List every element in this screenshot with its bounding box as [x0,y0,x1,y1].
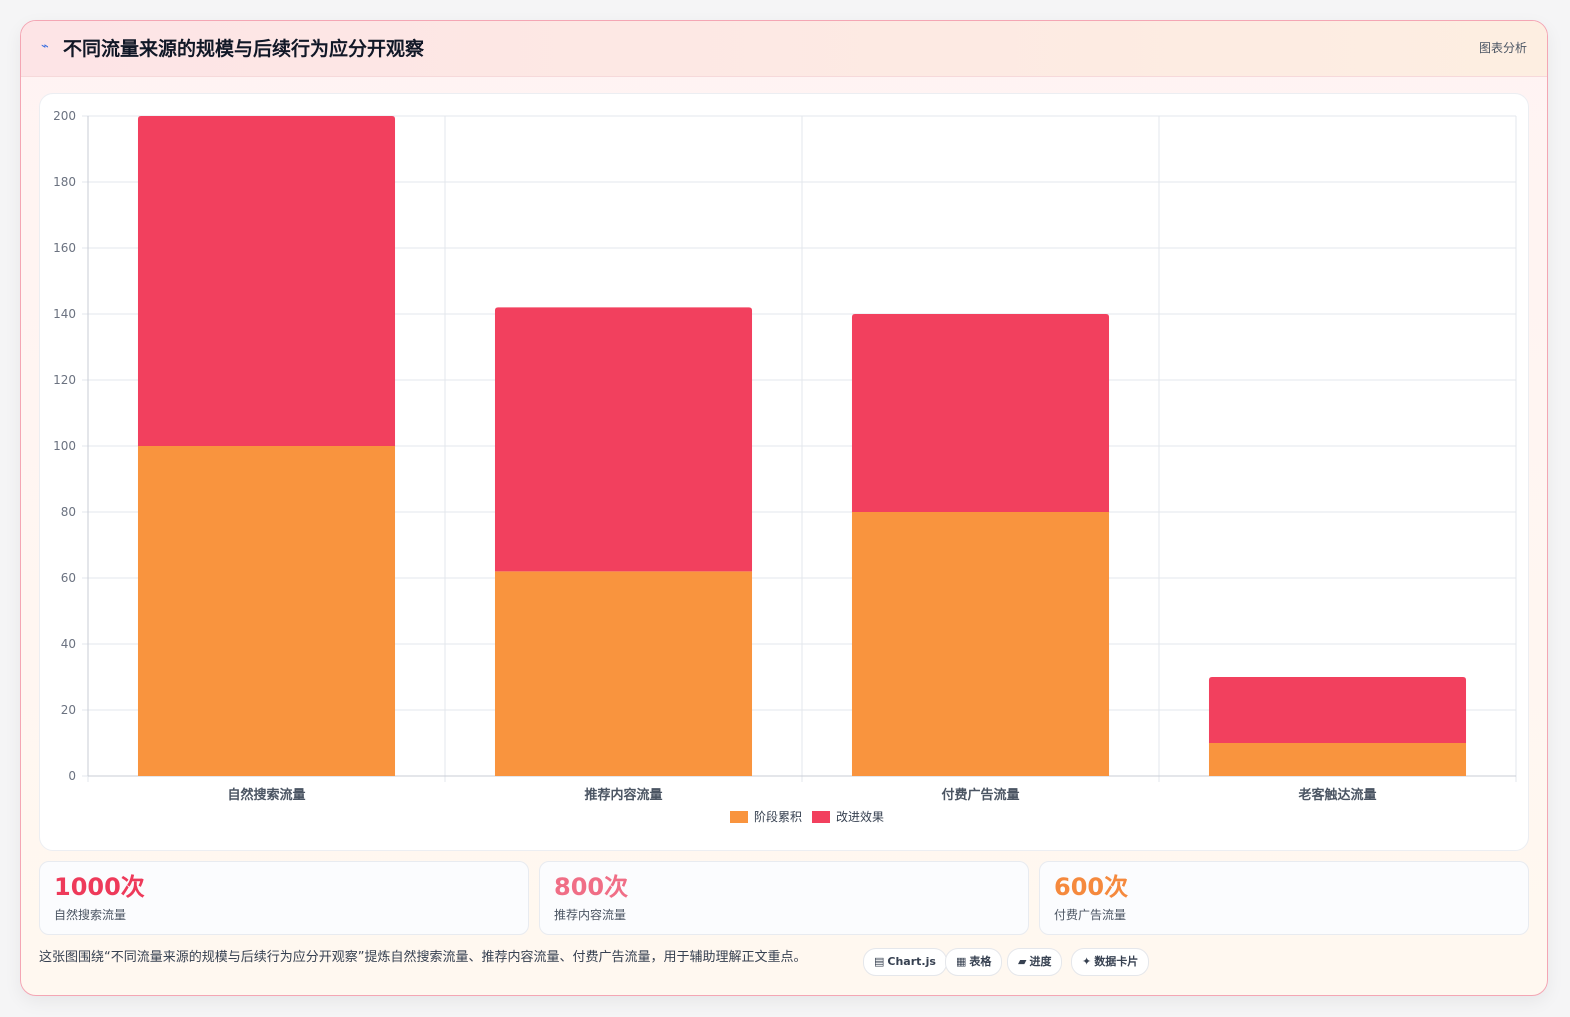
tag-chartjs[interactable]: ▤ Chart.js [863,948,947,976]
bar-segment [494,571,753,776]
y-tick-label: 0 [68,769,76,783]
card-header: ⌁ 不同流量来源的规模与后续行为应分开观察 图表分析 [21,21,1547,77]
stacked-bar-chart: 0 20 40 60 80 100 120 140 160 180 200 自然搜索流量 推荐内容流量 付… [53,109,1517,824]
stat-label: 付费广告流量 [1054,908,1127,922]
chart-description: 这张图围绕“不同流量来源的规模与后续行为应分开观察”提炼自然搜索流量、推荐内容流… [39,950,807,965]
legend-label: 改进效果 [836,809,884,824]
bar-segment [851,512,1110,776]
stat-cards: 1000次 自然搜索流量 800次 推荐内容流量 600次 付费广告流量 [39,861,1529,935]
tag-label: 数据卡片 [1094,955,1139,968]
x-tick-label: 推荐内容流量 [584,787,662,803]
chart-icon: ▤ [874,955,885,968]
tag-table[interactable]: ▦ 表格 [945,948,1003,976]
legend-swatch [812,811,830,823]
tag-label: Chart.js [887,955,936,968]
y-tick-label: 60 [61,571,76,585]
bar-segment [851,314,1110,512]
y-tick-label: 200 [53,109,76,123]
bar-segment [137,446,396,776]
stat-card: 800次 推荐内容流量 [539,861,1029,935]
sparkle-icon: ✦ [1082,955,1092,968]
bar-segment [1208,743,1467,776]
stat-card: 1000次 自然搜索流量 [39,861,529,935]
chart-card: ⌁ 不同流量来源的规模与后续行为应分开观察 图表分析 0 20 40 60 80 100 1… [20,20,1548,996]
y-tick-label: 80 [61,505,76,519]
y-tick-label: 100 [53,439,76,453]
x-tick-label: 自然搜索流量 [227,787,305,803]
y-tick-label: 20 [61,703,76,717]
legend-swatch [730,811,748,823]
progress-icon: ▰ [1018,955,1027,968]
chart-analysis-badge: 图表分析 [1478,41,1527,55]
tag-data-card[interactable]: ✦ 数据卡片 [1071,948,1150,976]
y-tick-label: 40 [61,637,76,651]
x-tick-label: 老客触达流量 [1297,787,1376,803]
bar-segment [1208,677,1467,743]
chart-panel: 0 20 40 60 80 100 120 140 160 180 200 自然搜索流量 推荐内容流量 付… [39,93,1529,851]
stat-value: 600次 [1054,873,1129,901]
stat-label: 推荐内容流量 [554,908,627,922]
chart-title: 不同流量来源的规模与后续行为应分开观察 [63,38,425,60]
y-tick-label: 140 [53,307,76,321]
stat-card: 600次 付费广告流量 [1039,861,1529,935]
y-tick-label: 160 [53,241,76,255]
bar-segment [494,307,753,572]
bar-segment [137,116,396,446]
tag-progress[interactable]: ▰ 进度 [1007,948,1063,976]
tag-label: 表格 [969,955,992,968]
stat-label: 自然搜索流量 [54,908,127,922]
x-tick-label: 付费广告流量 [941,787,1019,803]
stat-value: 800次 [554,873,629,901]
bolt-icon: ⌁ [41,39,49,54]
legend-label: 阶段累积 [754,809,802,824]
y-tick-label: 180 [53,175,76,189]
stat-value: 1000次 [54,873,145,901]
table-icon: ▦ [956,955,967,968]
tag-label: 进度 [1029,955,1052,968]
y-tick-label: 120 [53,373,76,387]
